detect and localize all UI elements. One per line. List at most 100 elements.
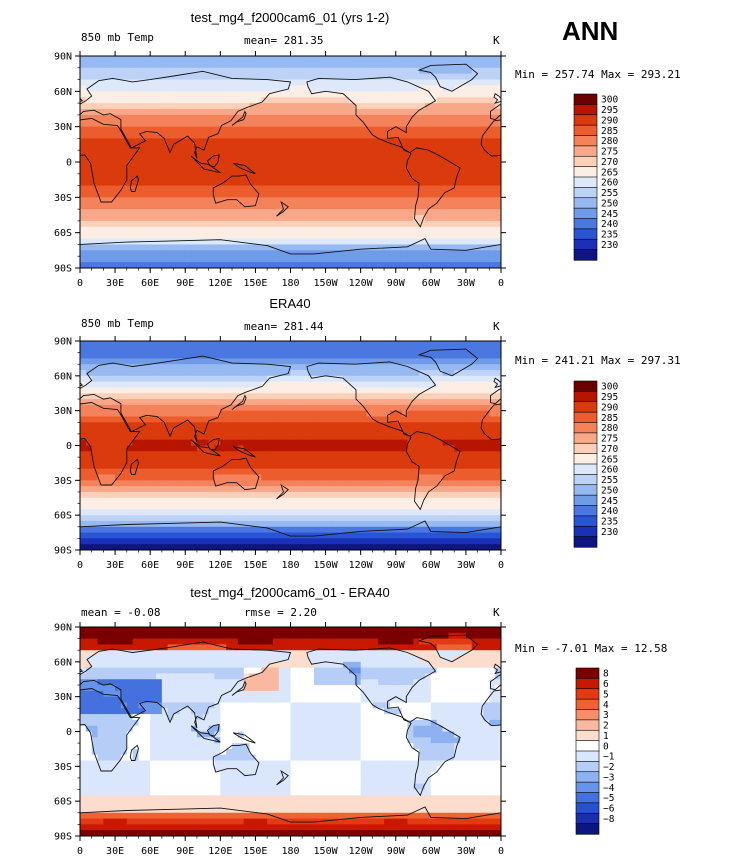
field-cell (319, 509, 326, 516)
field-cell (173, 509, 180, 516)
field-cell (477, 445, 484, 452)
field-cell (325, 486, 332, 493)
field-cell (354, 250, 362, 257)
colorbar-swatch (573, 176, 598, 188)
field-cell (360, 480, 367, 487)
field-cell (448, 515, 455, 522)
field-cell (448, 215, 455, 222)
field-cell (419, 346, 426, 354)
field-cell (325, 457, 332, 464)
field-cell (208, 503, 215, 510)
field-cell (471, 370, 479, 377)
field-cell (272, 250, 280, 257)
field-cell (132, 445, 139, 452)
field-cell (483, 197, 490, 204)
field-cell (477, 387, 484, 394)
field-cell (424, 162, 432, 169)
field-cell (156, 203, 163, 210)
field-cell (272, 439, 280, 446)
field-cell (372, 468, 379, 475)
field-cell (237, 509, 245, 516)
field-cell (226, 410, 233, 417)
field-cell (144, 197, 151, 204)
field-cell (296, 256, 303, 263)
field-cell (308, 346, 315, 354)
field-cell (272, 162, 280, 169)
field-cell (372, 232, 379, 239)
field-cell (477, 262, 484, 269)
field-cell (191, 457, 198, 464)
field-cell (103, 197, 110, 204)
field-cell (290, 457, 297, 464)
field-cell (126, 370, 134, 377)
field-cell (237, 480, 245, 487)
field-cell (173, 503, 180, 510)
field-cell (232, 462, 239, 470)
field-cell (296, 416, 303, 423)
field-cell (156, 97, 163, 104)
field-cell (214, 203, 221, 210)
field-cell (366, 422, 373, 429)
field-cell (401, 410, 408, 417)
field-cell (167, 422, 174, 429)
field-cell (97, 109, 104, 116)
field-cell (366, 486, 373, 493)
field-cell (343, 428, 350, 435)
field-cell (237, 358, 245, 365)
field-cell (267, 393, 274, 400)
field-cell (202, 256, 210, 263)
field-cell (191, 428, 198, 435)
field-cell (220, 232, 227, 239)
field-cell (477, 370, 484, 377)
field-cell (261, 226, 268, 234)
field-cell (202, 138, 210, 145)
field-cell (319, 179, 326, 186)
field-cell (413, 232, 420, 239)
field-cell (220, 73, 227, 80)
field-cell (313, 61, 321, 69)
field-cell (465, 91, 473, 98)
field-cell (407, 256, 414, 263)
field-cell (85, 209, 93, 216)
field-cell (261, 491, 268, 499)
field-cell (319, 191, 326, 198)
field-cell (232, 250, 239, 257)
field-cell (471, 381, 479, 388)
field-cell (331, 491, 338, 499)
field-cell (144, 457, 151, 464)
field-cell (267, 85, 274, 92)
field-cell (389, 144, 397, 151)
field-cell (138, 457, 145, 464)
field-cell (313, 451, 321, 458)
field-cell (308, 167, 315, 175)
field-cell (337, 457, 344, 464)
field-cell (85, 250, 93, 257)
field-cell (237, 232, 245, 239)
field-cell (401, 103, 408, 110)
field-cell (308, 67, 315, 75)
field-cell (267, 132, 274, 139)
field-cell (278, 91, 286, 98)
field-cell (161, 451, 169, 458)
field-cell (319, 358, 326, 365)
panel-2-minmax: Min = 241.21 Max = 297.31 (515, 354, 681, 367)
field-cell (442, 179, 449, 186)
field-cell (354, 167, 362, 175)
field-cell (255, 114, 262, 122)
field-cell (97, 468, 104, 475)
field-cell (313, 173, 321, 181)
field-cell (360, 173, 367, 181)
field-cell (302, 503, 309, 510)
field-cell (173, 132, 180, 139)
field-cell (214, 132, 221, 139)
field-cell (237, 85, 245, 92)
field-cell (103, 226, 110, 234)
field-cell (343, 56, 350, 63)
field-cell (366, 132, 373, 139)
field-cell (232, 375, 239, 383)
field-cell (185, 203, 192, 210)
field-cell (196, 79, 204, 86)
field-cell (284, 433, 291, 441)
field-cell (150, 215, 157, 222)
field-cell (167, 132, 174, 139)
